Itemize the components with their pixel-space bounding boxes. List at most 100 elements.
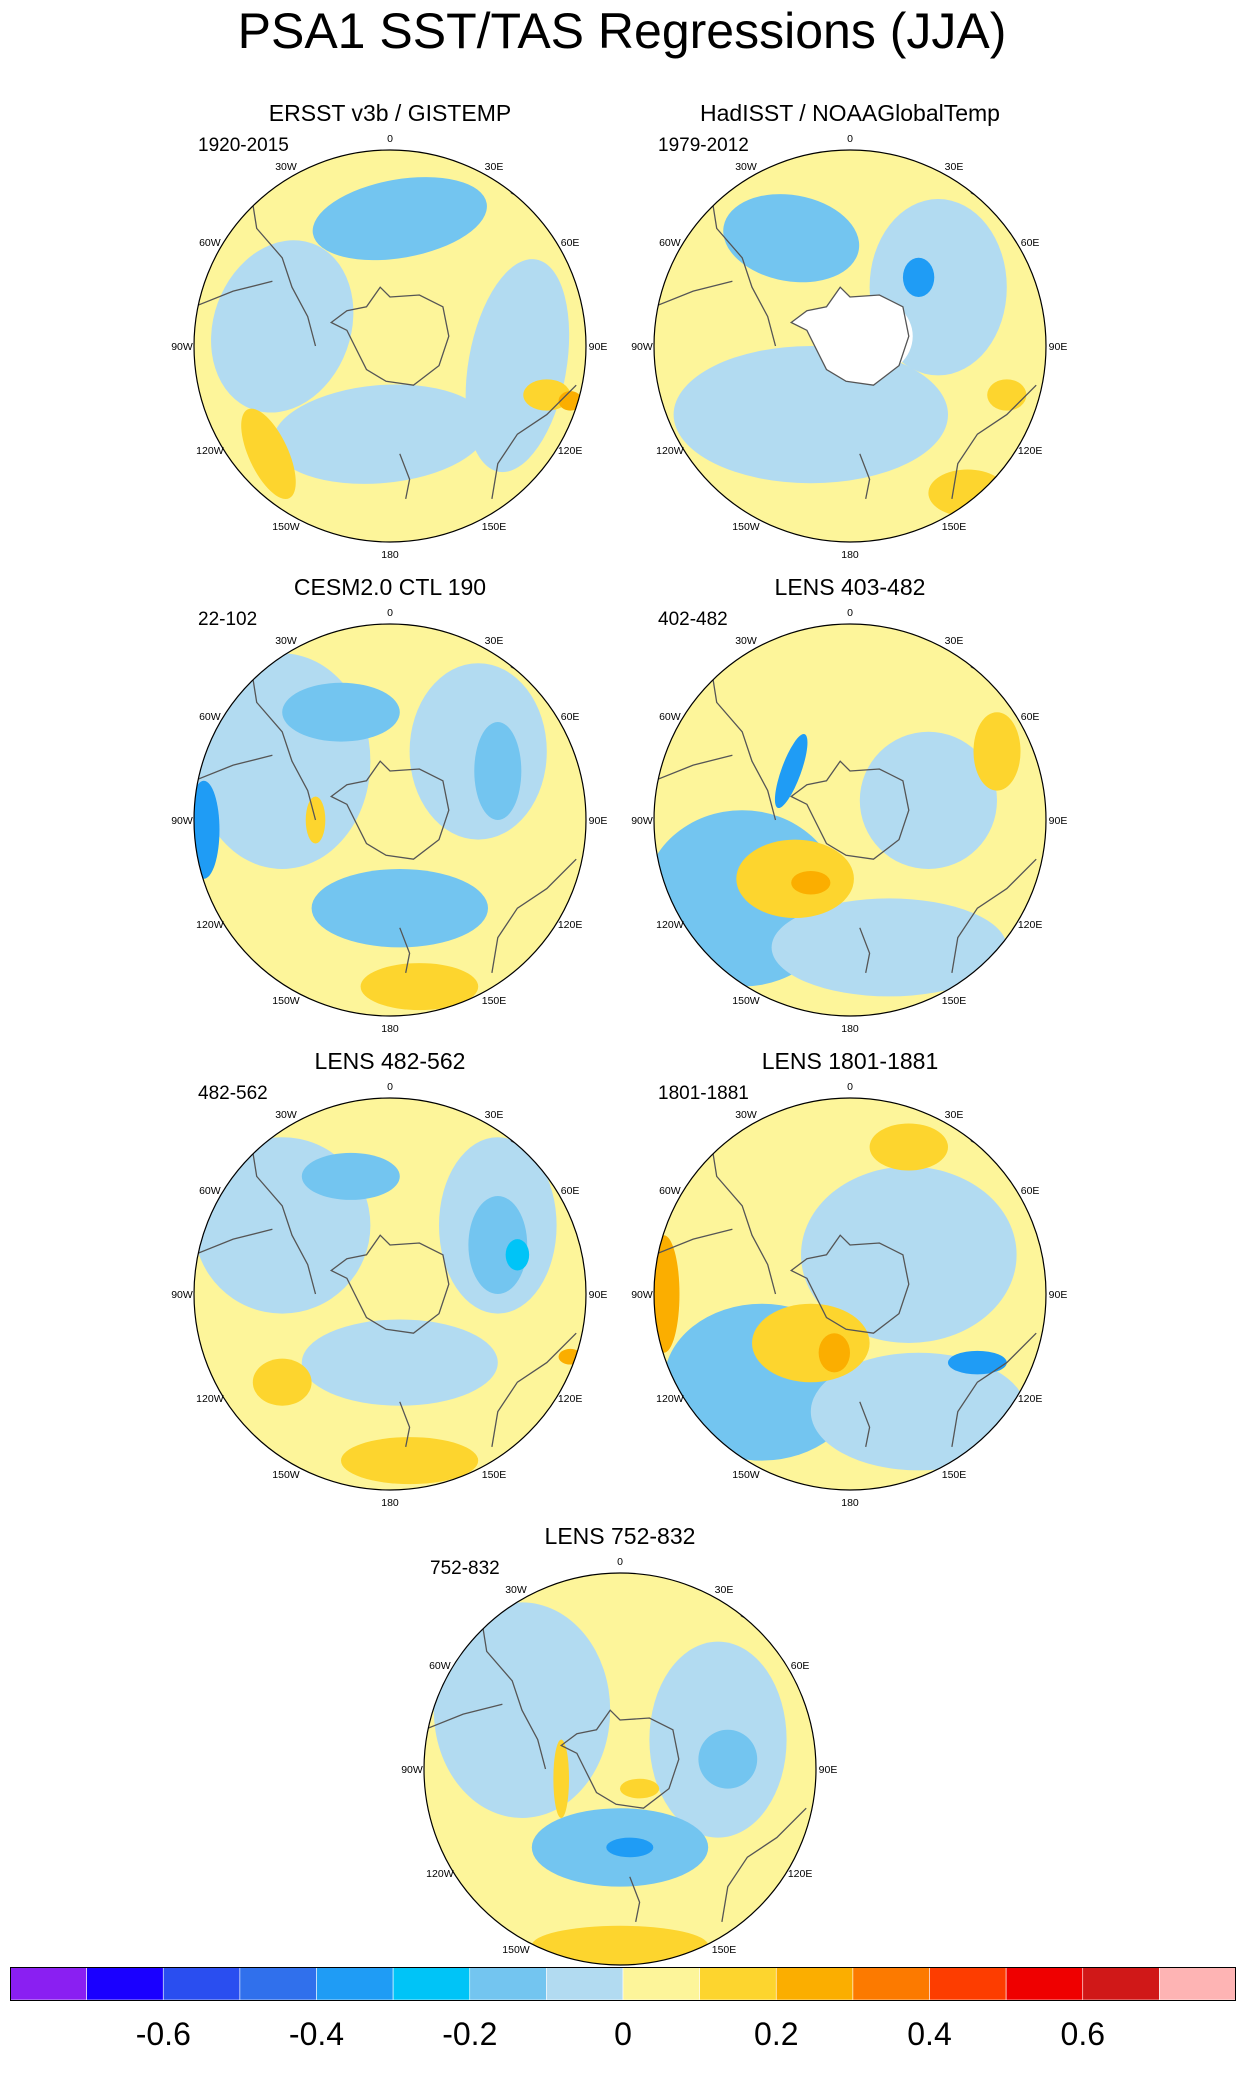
polar-map: 0 30E 60E 90E 120E 150E 180 150W 120W 90W 60W 30W [171,607,607,1035]
colorbar-swatch [1159,1967,1236,2001]
colorbar-tick-label: -0.2 [442,2016,497,2052]
longitude-label: 90E [1049,815,1068,827]
period-label: 1979-2012 [658,135,749,156]
longitude-label: 30E [715,1584,734,1596]
longitude-label: 0 [387,133,393,145]
map-border [193,1097,587,1491]
longitude-label: 30W [505,1584,527,1596]
coastline [708,179,777,347]
longitude-label: 30W [275,1109,297,1121]
colorbar-swatch [10,1967,87,2001]
anomaly-region [301,1319,498,1406]
longitude-label: 120E [1018,1393,1043,1405]
colorbar-tick-label: -0.6 [136,2016,191,2052]
anomaly-region [620,1778,660,1799]
map-panel: LENS 403-482 0 30E 60E 90E 120E 150E 180 150W 120… [620,572,1080,1042]
coastline [859,1401,871,1448]
anomaly-region [465,259,570,473]
longitude-label: 150W [272,521,300,533]
map-panel: ERSST v3b / GISTEMP 0 30E 60E 90E 120E 150E 180… [160,98,620,568]
map-panel: CESM2.0 CTL 190 0 30E 60E 90E 120E 150E 180 150W… [160,572,620,1042]
colorbar-tick-label: 0 [614,2016,632,2052]
polar-map: 0 30E 60E 90E 120E 150E 180 150W 120W 90W 60W 30W [631,133,1067,561]
longitude-label: 150W [732,995,760,1007]
period-label: 1801-1881 [658,1083,749,1104]
anomaly-region [301,1152,400,1200]
coastline [491,1332,577,1448]
anomaly-region [531,1925,709,1965]
longitude-label: 0 [387,607,393,619]
coastline [491,858,577,974]
longitude-label: 180 [841,1023,859,1035]
longitude-label: 150E [942,995,967,1007]
colorbar-tick-label: 0.4 [907,2016,951,2052]
longitude-label: 150W [502,1944,530,1956]
longitude-label: 60E [561,711,580,723]
longitude-label: 90W [401,1764,423,1776]
coastline [708,653,777,821]
longitude-label: 150E [942,521,967,533]
coastline [654,754,733,782]
longitude-label: 150E [482,1469,507,1481]
coastline [654,280,733,308]
anomaly-region [505,1239,530,1271]
map-border [193,623,587,1017]
longitude-label: 90E [589,1289,608,1301]
antarctica-coastline [329,760,450,860]
anomaly-region [859,731,997,869]
colorbar-swatch [86,1967,164,2001]
coastline [399,927,411,974]
coastline [248,1127,317,1295]
period-label: 1920-2015 [198,135,289,156]
polar-map: 0 30E 60E 90E 120E 150E 180 150W 120W 90W 60W 30W [631,1081,1067,1509]
coastline [194,280,273,308]
coastline [399,1401,411,1448]
anomaly-region [211,240,354,413]
longitude-label: 60W [429,1660,451,1672]
longitude-label: 60E [1021,1185,1040,1197]
longitude-label: 90W [631,815,653,827]
coastline [194,754,273,782]
longitude-label: 120E [1018,919,1043,931]
colorbar-swatch [1082,1967,1160,2001]
anomaly-region [553,1739,570,1818]
colorbar-swatch [546,1967,624,2001]
anomaly-region [928,469,1007,517]
anomaly-region [272,384,488,484]
colorbar-frame [10,1967,1236,2001]
longitude-label: 60E [1021,711,1040,723]
antarctica-coastline [329,286,450,386]
antarctica-coastline [789,760,910,860]
colorbar-swatch [775,1967,854,2001]
antarctica-coastline [789,1234,910,1334]
longitude-label: 90W [171,341,193,353]
coastline [399,453,411,500]
longitude-label: 120W [196,445,224,457]
longitude-label: 30W [735,635,757,647]
coastline [859,927,871,974]
coastline [951,1332,1037,1448]
longitude-label: 60W [199,237,221,249]
panel-title: LENS 403-482 [774,574,926,600]
anomaly-region [312,177,487,261]
colorbar-swatch [469,1967,547,2001]
period-label: 752-832 [430,1558,500,1579]
longitude-label: 90W [171,815,193,827]
anomaly-region [305,796,326,844]
anomaly-region [771,898,1007,997]
anomaly-region [311,869,488,948]
map-panel: LENS 752-832030E60E90E120E150E180150W120… [390,1521,850,1991]
anomaly-region [654,1235,680,1353]
longitude-label: 90W [171,1289,193,1301]
longitude-label: 30E [485,161,504,173]
longitude-label: 120W [656,919,684,931]
coastline [859,453,871,500]
colorbar-swatch [622,1967,700,2001]
longitude-label: 180 [381,1023,399,1035]
longitude-label: 60W [659,711,681,723]
longitude-label: 30W [735,161,757,173]
map-border [653,149,1047,543]
longitude-label: 30E [945,635,964,647]
coastline [951,858,1037,974]
period-label: 22-102 [198,609,258,630]
